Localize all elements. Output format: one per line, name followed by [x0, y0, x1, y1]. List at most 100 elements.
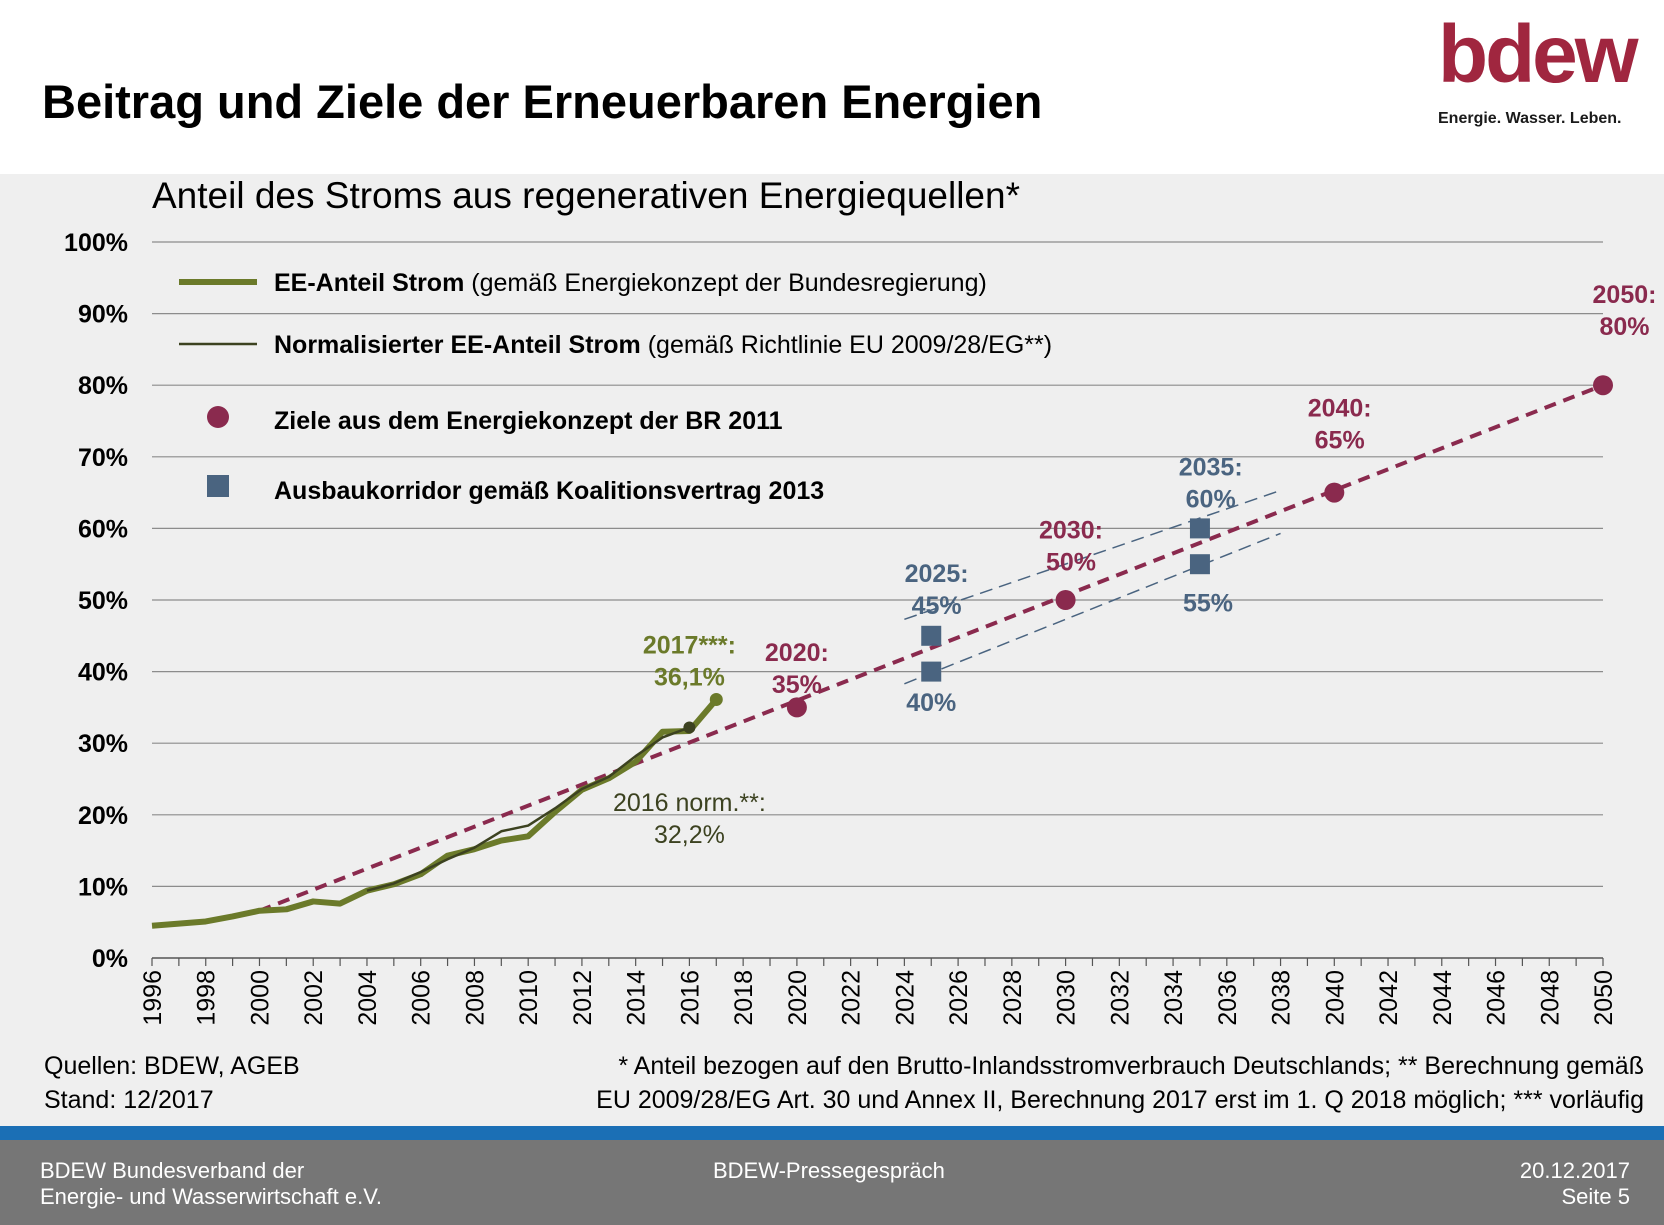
x-tick-label: 2014 [623, 970, 651, 1026]
chart-marks [683, 375, 1613, 734]
chart-axes: 0% 10% 20% 30% 40% 50% 60% 70% 80% 90% 100% 1996 199… [64, 229, 1618, 1026]
y-tick-label: 70% [78, 444, 128, 472]
x-tick-label: 2028 [999, 970, 1027, 1026]
data-label-line: 2035: [1179, 453, 1243, 481]
target-point [1324, 482, 1345, 503]
data-label: 2016 norm.**: 32,2% [613, 789, 766, 849]
logo-tagline: Energie. Wasser. Leben. [1438, 110, 1622, 127]
x-tick-label: 2004 [354, 970, 382, 1026]
data-label-line: 40% [906, 689, 956, 717]
data-label-line: 2017***: [643, 632, 736, 660]
data-label-line: 2020: [765, 639, 829, 667]
data-label-line: 60% [1186, 485, 1236, 513]
page-title: Beitrag und Ziele der Erneuerbaren Energ… [42, 75, 1043, 128]
target-point [786, 697, 807, 718]
legend-entry-text: Ausbaukorridor gemäß Koalitionsvertrag 2… [274, 477, 824, 505]
target-trend-line [258, 383, 1604, 913]
x-tick-label: 2038 [1268, 970, 1296, 1026]
corridor-guide-line [904, 489, 1281, 621]
data-label-line: 2030: [1039, 516, 1103, 544]
x-tick-label: 2024 [891, 970, 919, 1026]
x-tick-label: 2008 [461, 970, 489, 1026]
y-tick-label: 40% [78, 659, 128, 687]
data-label-line: 80% [1599, 313, 1649, 341]
data-label: 2040: 65% [1308, 395, 1372, 455]
x-tick-label: 2034 [1160, 970, 1188, 1026]
target-point [1055, 590, 1076, 610]
data-label-line: 36,1% [654, 664, 725, 692]
data-label-line: 2050: [1593, 281, 1657, 309]
data-label-line: 45% [912, 592, 962, 620]
legend-entry-text: Ziele aus dem Energiekonzept der BR 2011 [274, 407, 783, 435]
data-label: 2050: 80% [1593, 281, 1657, 341]
legend-symbol-square [207, 475, 229, 497]
data-label-line: 2040: [1308, 395, 1372, 423]
status-date-text: Stand: 12/2017 [44, 1086, 214, 1114]
footer-org-line-1: BDEW Bundesverband der [40, 1158, 305, 1183]
x-tick-label: 2040 [1321, 970, 1349, 1026]
corridor-square [921, 661, 942, 682]
target-point [1593, 375, 1613, 396]
x-tick-label: 2046 [1483, 970, 1511, 1026]
x-tick-label: 2006 [408, 970, 436, 1026]
chart-annotations: 2017***: 36,1%2016 norm.**: 32,2%2020: 35%2… [613, 281, 1657, 849]
normalized-2016-point [683, 721, 696, 734]
normalized-line [366, 726, 690, 892]
y-tick-label: 50% [78, 587, 128, 615]
x-tick-label: 2050 [1590, 970, 1618, 1026]
footer-accent-bar [0, 1126, 1664, 1140]
footer-org-line-2: Energie- und Wasserwirtschaft e.V. [40, 1184, 382, 1209]
x-tick-label: 2036 [1214, 970, 1242, 1026]
chart-grid [152, 241, 1603, 888]
data-label: 40% [906, 689, 956, 717]
x-tick-label: 2022 [838, 970, 866, 1026]
legend-entry-bold: Ziele aus dem Energiekonzept der BR 2011 [274, 407, 783, 435]
chart-title: Anteil des Stroms aus regenerativen Ener… [152, 175, 1020, 216]
x-tick-label: 2000 [246, 970, 274, 1026]
x-tick-label: 2042 [1375, 970, 1403, 1026]
data-label: 2030: 50% [1039, 516, 1103, 576]
data-label-line: 65% [1315, 427, 1365, 455]
data-label-line: 50% [1046, 548, 1096, 576]
footer-date: 20.12.2017 [1519, 1158, 1630, 1183]
corridor-square [1189, 554, 1210, 575]
legend-entry-text: Normalisierter EE-Anteil Strom (gemäß Ri… [274, 331, 1052, 359]
x-tick-label: 2018 [730, 970, 758, 1026]
data-label: 55% [1183, 589, 1233, 617]
legend-entry-detail: (gemäß Richtlinie EU 2009/28/EG**) [641, 331, 1052, 359]
ee-anteil-2017-point [709, 693, 723, 707]
chart-legend: EE-Anteil Strom (gemäß Energiekonzept de… [179, 269, 1052, 505]
data-label-line: 32,2% [654, 821, 725, 849]
legend-entry-detail: (gemäß Energiekonzept der Bundesregierun… [464, 269, 987, 297]
x-tick-label: 2026 [945, 970, 973, 1026]
y-tick-label: 10% [78, 873, 128, 901]
x-tick-label: 2012 [569, 970, 597, 1026]
corridor-square [1189, 518, 1210, 539]
x-tick-label: 2048 [1536, 970, 1564, 1026]
chart-series [151, 697, 719, 929]
footer: BDEW Bundesverband der Energie- und Wass… [0, 1140, 1664, 1225]
y-tick-label: 90% [78, 301, 128, 329]
footnote-line-1: * Anteil bezogen auf den Brutto-Inlandss… [618, 1052, 1644, 1080]
legend-entry-bold: Ausbaukorridor gemäß Koalitionsvertrag 2… [274, 477, 824, 505]
data-label-line: 55% [1183, 589, 1233, 617]
source-text: Quellen: BDEW, AGEB [44, 1052, 300, 1080]
y-tick-label: 80% [78, 372, 128, 400]
legend-entry-bold: EE-Anteil Strom [274, 269, 464, 297]
y-tick-label: 0% [92, 945, 128, 973]
y-tick-label: 20% [78, 802, 128, 830]
x-tick-label: 1996 [139, 970, 167, 1026]
data-label: 2017***: 36,1% [643, 632, 736, 692]
chart: 0% 10% 20% 30% 40% 50% 60% 70% 80% 90% 100% 1996 199… [64, 175, 1657, 1026]
x-tick-label: 2010 [515, 970, 543, 1026]
footnote-line-2: EU 2009/28/EG Art. 30 und Annex II, Bere… [596, 1086, 1644, 1114]
y-tick-label: 30% [78, 730, 128, 758]
data-label: 2025: 45% [905, 560, 969, 620]
x-tick-label: 2044 [1429, 970, 1457, 1026]
legend-symbol-circle [207, 406, 229, 428]
data-label: 2020: 35% [765, 639, 829, 699]
corridor-square [921, 625, 942, 646]
x-tick-label: 2020 [784, 970, 812, 1026]
footer-event: BDEW-Pressegespräch [713, 1158, 945, 1183]
data-label: 2035: 60% [1179, 453, 1243, 513]
